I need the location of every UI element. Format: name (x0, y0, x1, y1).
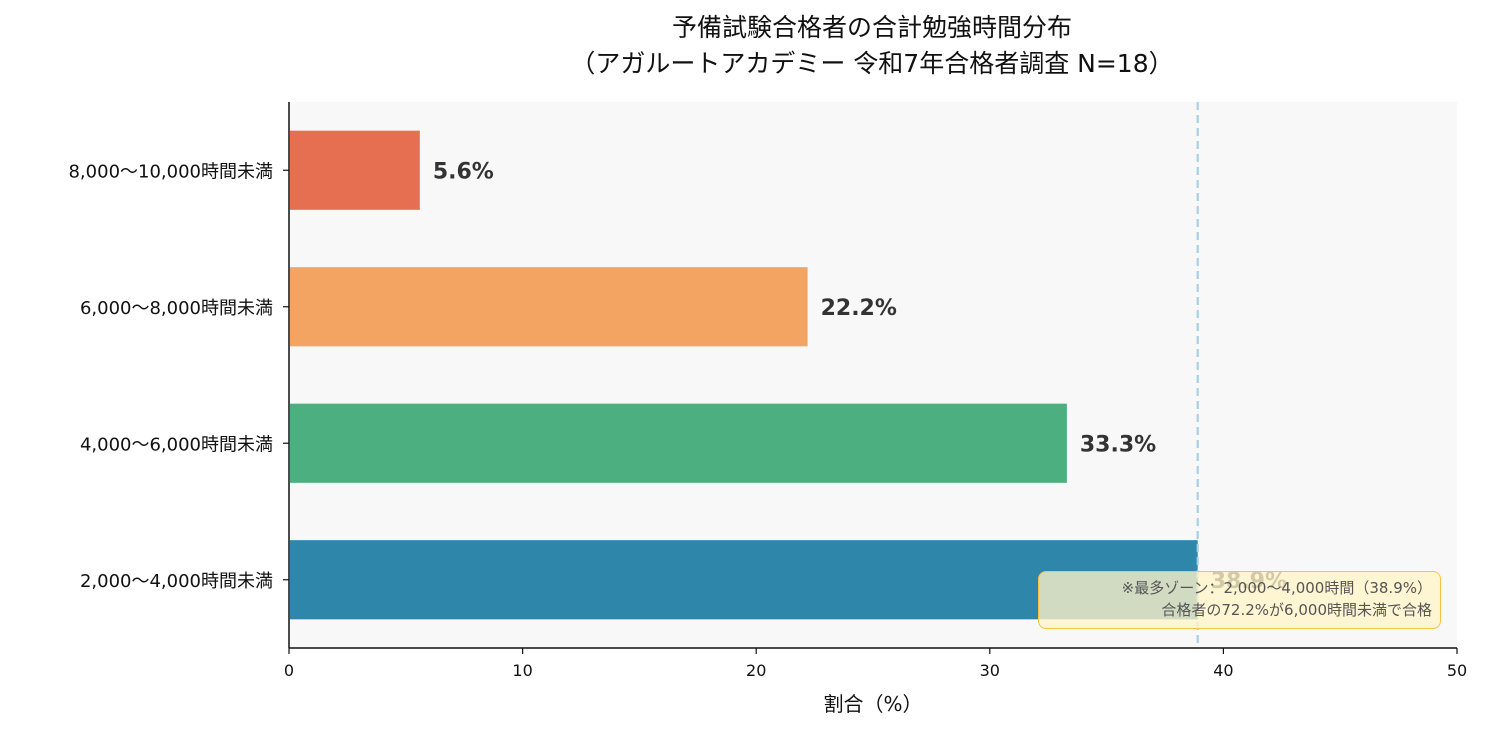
x-tick-label-5: 50 (1447, 661, 1467, 680)
annotation-line-1: ※最多ゾーン：2,000〜4,000時間（38.9%） (1121, 579, 1432, 597)
chart-title: 予備試験合格者の合計勉強時間分布 (671, 13, 1072, 42)
y-tick-label-2: 6,000〜8,000時間未満 (80, 298, 273, 319)
annotation-box: ※最多ゾーン：2,000〜4,000時間（38.9%） 合格者の72.2%が6,… (1038, 571, 1441, 629)
annotation-line-2: 合格者の72.2%が6,000時間未満で合格 (1161, 601, 1432, 619)
bars-group (290, 130, 1198, 620)
y-tick-label-0: 2,000〜4,000時間未満 (80, 571, 273, 592)
x-axis-label: 割合（%） (823, 692, 922, 716)
x-tick-label-1: 10 (512, 661, 532, 680)
x-tick-label-2: 20 (746, 661, 766, 680)
y-tick-label-1: 4,000〜6,000時間未満 (80, 434, 273, 455)
value-label-1: 33.3% (1080, 432, 1156, 457)
axes-group: 2,000〜4,000時間未満 4,000〜6,000時間未満 6,000〜8,00… (68, 102, 1467, 680)
chart-subtitle-text: （アガルートアカデミー 令和7年合格者調査 N=18） (570, 49, 1174, 78)
x-tick-label-0: 0 (284, 661, 294, 680)
x-tick-label-4: 40 (1213, 661, 1233, 680)
y-tick-label-3: 8,000〜10,000時間未満 (68, 161, 273, 182)
chart-subtitle: （アガルートアカデミー 令和7年合格者調査 N=18） (0, 44, 1485, 80)
bar-1 (290, 403, 1067, 483)
value-label-3: 5.6% (433, 159, 494, 184)
bar-2 (290, 267, 808, 347)
value-label-2: 22.2% (821, 296, 897, 321)
x-tick-label-3: 30 (980, 661, 1000, 680)
bar-3 (290, 130, 420, 210)
